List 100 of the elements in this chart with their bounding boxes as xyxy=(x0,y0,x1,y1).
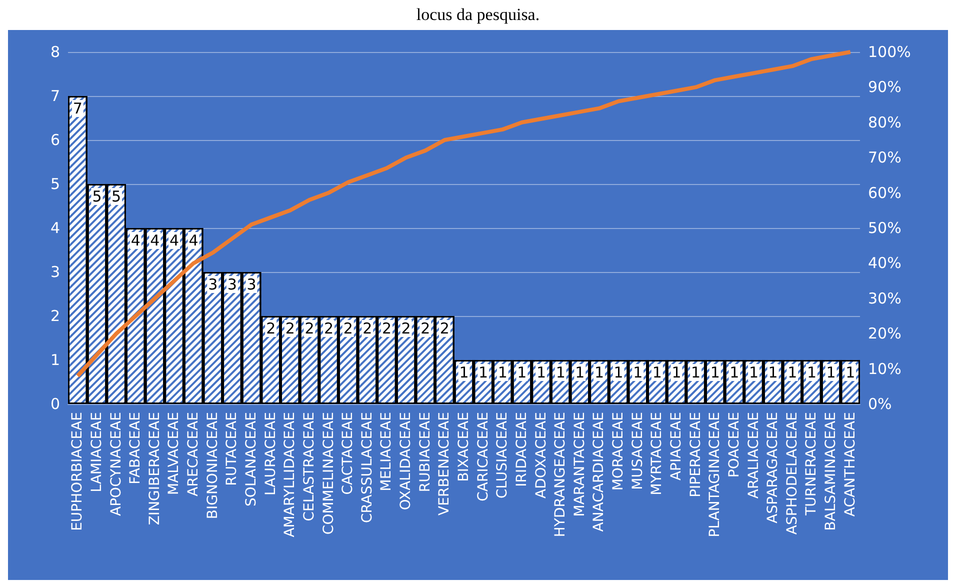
y2-tick-label: 30% xyxy=(868,289,902,308)
y2-tick-label: 0% xyxy=(868,395,892,413)
data-label: 1 xyxy=(594,364,604,382)
x-tick-label: ANACARDIACEAE xyxy=(591,412,608,532)
x-tick-label: BIGNONIACEAE xyxy=(204,412,221,520)
x-tick-label: MALVACEAE xyxy=(166,412,182,495)
y-tick-label: 2 xyxy=(50,307,60,325)
x-tick-label: MORACEAE xyxy=(610,412,627,491)
y2-tick-label: 60% xyxy=(868,184,902,202)
data-label: 1 xyxy=(517,364,527,382)
data-label: 3 xyxy=(246,276,256,294)
y-tick-label: 3 xyxy=(50,263,60,281)
y2-tick-label: 70% xyxy=(868,148,902,167)
data-label: 1 xyxy=(846,364,856,382)
x-tick-label: POACEAE xyxy=(726,412,742,478)
y-tick-label: 8 xyxy=(50,43,60,61)
x-tick-label: HYDRANGEACEAE xyxy=(552,412,569,538)
x-tick-label: ARECACEAE xyxy=(186,412,202,496)
x-tick-label: BALSAMINACEAE xyxy=(823,412,840,531)
data-label: 1 xyxy=(768,364,778,382)
x-tick-label: OXALIDACEAE xyxy=(398,412,414,510)
data-label: 2 xyxy=(420,320,430,338)
x-tick-label: ADOXACEAE xyxy=(533,412,550,498)
x-tick-label: MYRTACEAE xyxy=(649,412,666,496)
data-label: 2 xyxy=(440,320,450,338)
x-tick-label: MARANTACEAE xyxy=(572,412,588,517)
data-label: 2 xyxy=(362,320,372,338)
x-tick-label: CRASSULACEAE xyxy=(359,412,376,524)
data-label: 1 xyxy=(459,364,469,382)
data-label: 4 xyxy=(150,232,160,250)
chart-title: locus da pesquisa. xyxy=(415,5,541,26)
y2-tick-label: 100% xyxy=(868,43,911,61)
x-tick-label: TURNERACEAE xyxy=(804,412,820,516)
x-tick-label: ASPHODELACEAE xyxy=(784,412,800,535)
data-label: 4 xyxy=(169,232,180,250)
data-label: 3 xyxy=(208,276,218,294)
data-label: 1 xyxy=(672,364,682,382)
x-tick-label: EUPHORBIACEAE xyxy=(70,412,86,531)
data-label: 1 xyxy=(556,364,566,382)
data-label: 1 xyxy=(806,364,816,382)
data-label: 5 xyxy=(92,188,102,206)
data-label: 2 xyxy=(382,320,392,338)
y2-tick-label: 20% xyxy=(868,324,902,343)
data-label: 1 xyxy=(536,364,546,382)
data-label: 1 xyxy=(652,364,662,382)
data-label: 1 xyxy=(633,364,643,382)
data-label: 1 xyxy=(826,364,836,382)
x-tick-label: CARICACEAE xyxy=(475,412,492,502)
y2-tick-label: 40% xyxy=(868,254,902,272)
data-label: 7 xyxy=(72,100,82,118)
y2-tick-label: 50% xyxy=(868,219,902,237)
data-label: 1 xyxy=(498,364,508,382)
x-tick-label: MELIACEAE xyxy=(378,412,395,492)
x-tick-label: AMARYLLIDACEAE xyxy=(282,412,298,538)
line-series xyxy=(76,50,852,378)
data-label: 5 xyxy=(112,188,122,206)
data-label: 1 xyxy=(575,364,585,382)
y-tick-label: 0 xyxy=(50,395,60,413)
x-tick-label: CELASTRACEAE xyxy=(301,412,318,522)
x-tick-label: CACTACEAE xyxy=(340,412,356,495)
y2-tick-label: 90% xyxy=(868,78,902,96)
data-label: 2 xyxy=(343,320,353,338)
x-tick-label: RUBIACEAE xyxy=(417,412,434,492)
x-tick-label: CLUSIACEAE xyxy=(494,412,511,499)
data-label: 2 xyxy=(285,320,295,338)
x-tick-label: APOCYNACEAE xyxy=(108,412,124,516)
y2-tick-label: 10% xyxy=(868,360,902,378)
x-tick-label: SOLANACEAE xyxy=(244,412,260,506)
x-tick-label: LAMIACEAE xyxy=(88,412,105,492)
y-tick-label: 4 xyxy=(50,219,60,237)
x-tick-label: PIPERACEAE xyxy=(688,412,704,498)
data-label: 4 xyxy=(188,232,198,250)
x-tick-label: ZINGIBERACEAE xyxy=(146,412,163,526)
x-tick-label: FABACEAE xyxy=(128,412,144,484)
x-tick-label: APIACEAE xyxy=(668,412,684,481)
x-tick-label: ACANTHACEAE xyxy=(842,412,858,517)
x-tick-label: IRIDACEAE xyxy=(514,412,530,487)
data-label: 2 xyxy=(266,320,276,338)
data-label: 1 xyxy=(748,364,759,382)
data-label: 1 xyxy=(478,364,488,382)
data-label: 4 xyxy=(130,232,140,250)
x-tick-label: LAURACEAE xyxy=(262,412,279,496)
y2-tick-label: 80% xyxy=(868,113,902,132)
data-label: 2 xyxy=(401,320,411,338)
x-tick-label: BIXACEAE xyxy=(456,412,472,482)
x-tick-label: PLANTAGINACEAE xyxy=(707,412,724,538)
data-label: 2 xyxy=(324,320,334,338)
x-tick-label: MUSACEAE xyxy=(630,412,646,490)
data-label: 1 xyxy=(614,364,624,382)
y-tick-label: 5 xyxy=(50,175,60,193)
data-label: 1 xyxy=(730,364,740,382)
data-label: 2 xyxy=(304,320,314,338)
y-tick-label: 6 xyxy=(50,131,60,149)
x-tick-label: COMMELINACEAE xyxy=(320,412,337,535)
data-label: 1 xyxy=(691,364,701,382)
x-tick-label: VERBENACEAE xyxy=(436,412,453,516)
x-tick-label: RUTACEAE xyxy=(224,412,240,486)
data-label: 1 xyxy=(788,364,798,382)
data-label: 1 xyxy=(710,364,720,382)
x-tick-label: ARALIACEAE xyxy=(746,412,762,499)
